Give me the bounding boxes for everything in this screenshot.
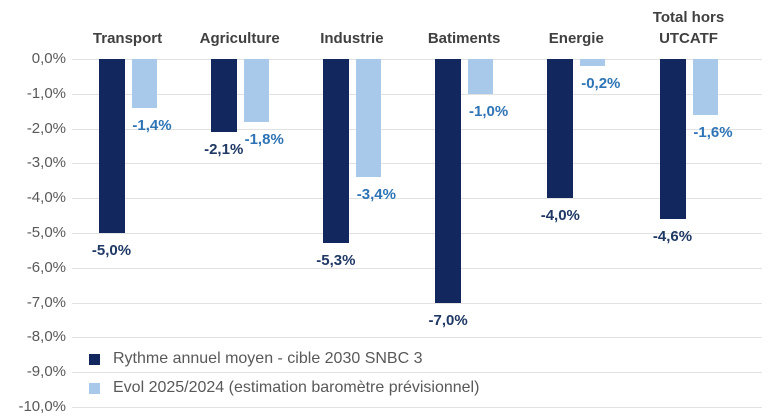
legend-label: Evol 2025/2024 (estimation baromètre pré…: [113, 379, 480, 396]
bar-rythme-annuel: [547, 59, 574, 199]
bar-value-label: -4,0%: [540, 207, 580, 225]
bar-rythme-annuel: [435, 59, 462, 303]
bar-value-label: -7,0%: [428, 311, 468, 329]
bar-evol: [580, 59, 606, 66]
gridline: [72, 302, 762, 304]
gridline: [72, 93, 762, 95]
gridline: [72, 407, 762, 408]
bar-value-label: -1,0%: [469, 102, 509, 120]
bar-value-label: -1,4%: [132, 116, 172, 134]
bar-value-label: -5,3%: [316, 252, 356, 270]
bar-evol: [692, 59, 718, 115]
y-axis-tick-label: -10,0%: [18, 398, 66, 415]
y-axis-tick-label: -9,0%: [26, 363, 66, 381]
bar-rythme-annuel: [322, 59, 349, 244]
bar-value-label: -4,6%: [652, 228, 693, 246]
y-axis-tick-label: -2,0%: [26, 119, 66, 137]
bar-evol: [243, 59, 269, 122]
y-axis-tick-label: -1,0%: [26, 84, 66, 102]
bar-value-label: -5,0%: [91, 242, 132, 259]
y-axis-tick-label: -3,0%: [26, 154, 66, 172]
gridline: [72, 372, 762, 374]
category-label: Energie: [548, 30, 604, 47]
bar-value-label: -1,6%: [693, 123, 733, 141]
bar-value-label: -2,1%: [204, 141, 244, 159]
y-axis-tick-label: -4,0%: [26, 189, 66, 207]
gridline: [72, 198, 762, 200]
y-axis-tick-label: -8,0%: [26, 328, 66, 346]
gridline: [72, 233, 762, 234]
category-label: Industrie: [320, 30, 384, 47]
category-label: Total hors UTCATF: [652, 9, 725, 47]
bar-rythme-annuel: [98, 59, 125, 233]
y-axis-tick-label: -5,0%: [26, 224, 66, 241]
bar-value-label: -3,4%: [356, 186, 396, 204]
bar-evol: [355, 59, 381, 178]
category-label: Agriculture: [199, 30, 280, 47]
gridline: [72, 59, 762, 60]
category-label: Batiments: [427, 30, 501, 47]
gridline: [72, 163, 762, 165]
bar-rythme-annuel: [210, 59, 237, 133]
gridline: [72, 267, 762, 269]
gridline: [72, 337, 762, 339]
legend-swatch-rythme: [89, 353, 100, 365]
bar-evol: [468, 59, 494, 94]
legend-item: Evol 2025/2024 (estimation baromètre pré…: [89, 379, 479, 397]
bar-rythme-annuel: [659, 59, 686, 220]
y-axis-tick-label: -7,0%: [26, 293, 66, 311]
category-label: Transport: [92, 30, 163, 47]
legend-item: Rythme annuel moyen - cible 2030 SNBC 3: [89, 350, 423, 368]
gridline: [72, 128, 762, 130]
bar-value-label: -1,8%: [244, 130, 284, 148]
legend-label: Rythme annuel moyen - cible 2030 SNBC 3: [113, 350, 423, 367]
bar-evol: [131, 59, 157, 108]
legend-swatch-evol: [89, 382, 100, 394]
y-axis-tick-label: 0,0%: [31, 50, 66, 67]
y-axis-tick-label: -6,0%: [26, 258, 66, 276]
bar-value-label: -0,2%: [581, 74, 621, 92]
